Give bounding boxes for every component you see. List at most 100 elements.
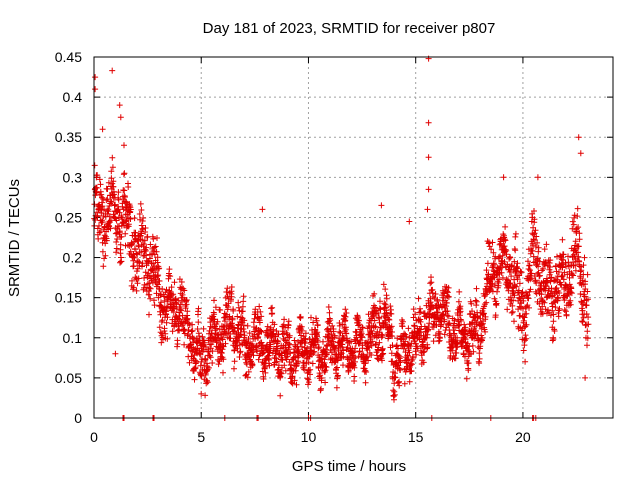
- data-point: [115, 206, 122, 213]
- data-point: [344, 344, 351, 351]
- data-point: [201, 339, 208, 346]
- data-point: [137, 216, 143, 223]
- data-point: [323, 364, 330, 371]
- data-point: [314, 321, 321, 328]
- data-point: [110, 178, 117, 185]
- data-point: [209, 360, 216, 366]
- data-point: [178, 279, 185, 285]
- data-point: [189, 321, 196, 328]
- data-point: [314, 339, 321, 345]
- data-point: [91, 162, 98, 169]
- data-point: [198, 372, 205, 379]
- data-point: [340, 362, 346, 369]
- data-point: [150, 235, 157, 242]
- data-point: [153, 290, 160, 297]
- data-point: [235, 299, 242, 306]
- data-point: [198, 358, 205, 365]
- data-point: [117, 259, 123, 266]
- data-point: [157, 311, 164, 318]
- data-point: [147, 295, 154, 302]
- data-point: [212, 304, 219, 311]
- data-point: [147, 241, 154, 248]
- data-point: [334, 364, 340, 371]
- data-point: [240, 298, 247, 305]
- data-point: [315, 345, 322, 352]
- data-point: [103, 197, 110, 204]
- data-point: [228, 284, 235, 290]
- x-axis-label: GPS time / hours: [292, 458, 406, 475]
- data-point: [275, 362, 282, 369]
- data-point: [258, 313, 265, 320]
- data-point: [151, 244, 158, 251]
- data-point: [154, 259, 161, 266]
- data-point: [163, 319, 170, 326]
- data-point: [262, 363, 269, 370]
- data-point: [99, 194, 105, 201]
- data-point: [105, 208, 112, 215]
- data-point: [166, 266, 173, 273]
- data-point: [125, 221, 132, 228]
- data-point: [130, 284, 137, 291]
- y-tick-label: 0.2: [63, 250, 83, 266]
- data-point: [205, 348, 212, 355]
- data-point: [246, 330, 253, 337]
- data-point: [122, 194, 128, 200]
- data-point: [137, 200, 144, 207]
- data-point: [241, 317, 248, 324]
- data-point: [250, 352, 257, 359]
- data-point: [295, 358, 302, 365]
- data-point: [134, 280, 141, 287]
- data-point: [316, 344, 322, 351]
- data-point: [299, 327, 306, 334]
- data-point: [93, 184, 100, 191]
- data-point: [234, 345, 241, 352]
- data-point: [205, 364, 212, 371]
- data-point: [129, 277, 135, 284]
- data-point: [321, 360, 328, 366]
- data-point: [182, 305, 189, 312]
- x-tick-label: 0: [90, 429, 98, 445]
- data-point: [99, 248, 106, 255]
- data-point: [167, 273, 174, 280]
- data-point: [292, 353, 299, 360]
- data-point: [108, 168, 115, 175]
- data-point: [138, 207, 145, 213]
- data-point: [286, 332, 293, 339]
- data-point: [173, 300, 180, 307]
- data-point: [219, 336, 226, 343]
- data-point: [156, 278, 163, 284]
- data-point: [151, 297, 157, 304]
- data-point: [96, 176, 103, 183]
- data-point: [209, 348, 216, 355]
- data-point: [336, 322, 343, 329]
- data-point: [237, 348, 244, 355]
- data-point: [176, 327, 183, 334]
- data-point: [158, 339, 165, 346]
- data-point: [228, 293, 235, 300]
- data-point: [310, 319, 317, 326]
- data-point: [218, 350, 225, 357]
- data-point: [277, 392, 284, 399]
- data-point: [257, 308, 264, 315]
- data-point: [170, 305, 177, 312]
- data-point: [95, 235, 102, 242]
- data-point: [107, 225, 114, 232]
- data-point: [208, 341, 215, 348]
- data-point: [297, 313, 304, 320]
- data-point: [333, 384, 340, 391]
- data-point: [318, 375, 325, 381]
- data-point: [256, 319, 263, 326]
- data-point: [154, 273, 161, 280]
- data-point: [154, 254, 161, 261]
- data-point: [115, 196, 122, 203]
- data-point: [220, 356, 227, 363]
- data-point: [131, 254, 138, 261]
- data-point: [142, 225, 149, 231]
- data-point: [273, 358, 280, 365]
- data-point: [314, 329, 321, 336]
- data-point: [146, 311, 152, 318]
- data-point: [131, 215, 138, 222]
- data-point: [112, 201, 119, 208]
- data-point: [157, 329, 164, 336]
